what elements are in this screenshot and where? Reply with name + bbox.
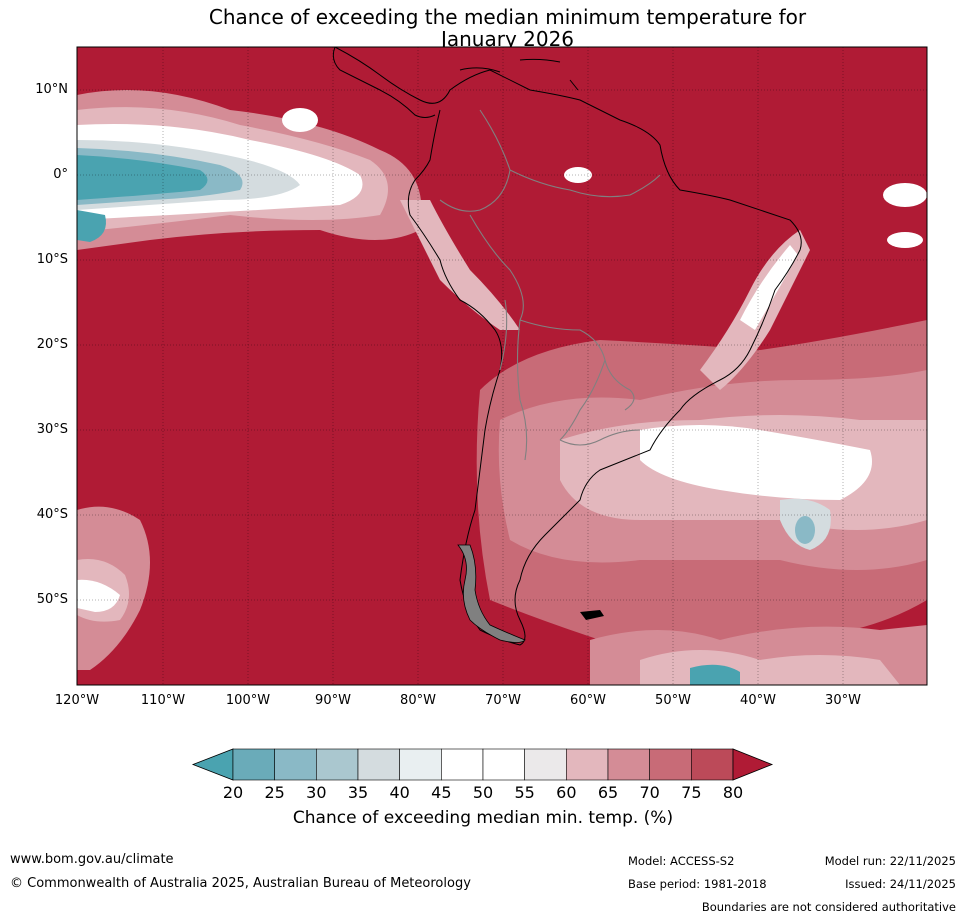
colorbar-tick-label: 70 [639,783,660,802]
shade-atlantic-white [640,425,872,500]
lon-label-100w: 100°W [225,693,271,708]
shade-south-atlantic-teal [690,664,740,685]
shade-equatorial-teal [77,155,208,200]
colorbar-extend-low [191,748,234,781]
colorbar [191,748,774,781]
lat-label-20s: 20°S [36,337,68,352]
lon-label-110w: 110°W [140,693,186,708]
footer-issued: Issued: 24/11/2025 [845,877,956,891]
colorbar-tick-label: 75 [681,783,702,802]
colorbar-tick-label: 40 [389,783,410,802]
colorbar-tick-label: 80 [722,783,744,802]
colorbar-segment [482,748,525,781]
graticule [77,47,927,685]
colorbar-segment [441,748,484,781]
footer-copyright: © Commonwealth of Australia 2025, Austra… [10,876,471,891]
shade-atlantic-teal-spot [795,516,815,544]
caribbean-islands [459,58,579,91]
falkland-islands [580,610,604,620]
colorbar-tick-label: 25 [264,783,285,802]
colorbar-tick-label: 45 [431,783,452,802]
colorbar-tick-label: 65 [597,783,619,802]
colorbar-tick-label: 35 [347,783,369,802]
shade-west-teal [77,210,106,242]
lon-label-60w: 60°W [570,693,606,708]
lon-label-70w: 70°W [485,693,521,708]
lat-label-50s: 50°S [36,592,68,607]
shade-east-atlantic-white-2 [887,232,923,248]
colorbar-segment [274,748,317,781]
probability-shading [77,90,927,685]
colorbar-segment [566,748,609,781]
lon-label-90w: 90°W [315,693,351,708]
colorbar-segment [316,748,359,781]
lon-label-50w: 50°W [655,693,691,708]
map-title-line-2: January 2026 [440,27,575,51]
colorbar-segment [691,748,734,781]
footer-website: www.bom.gov.au/climate [10,852,174,867]
footer-model: Model: ACCESS-S2 [628,854,735,868]
map-title-line-1: Chance of exceeding the median minimum t… [208,5,807,29]
colorbar-tick-label: 55 [514,783,535,802]
colorbar-tick-label: 60 [556,783,577,802]
shade-south-pacific-white [77,579,120,612]
lon-label-80w: 80°W [400,693,436,708]
shade-peru-coast [400,200,520,330]
chile-fjords [457,544,526,643]
shade-pacific-patch [282,108,318,132]
map-frame [76,46,928,686]
colorbar-segment [524,748,567,781]
colorbar-segment [399,748,442,781]
colorbar-tick-label: 30 [306,783,327,802]
lat-label-10s: 10°S [36,252,68,267]
lat-label-40s: 40°S [36,507,68,522]
footer-model-run: Model run: 22/11/2025 [824,854,956,868]
shade-east-atlantic-white [883,183,927,207]
lon-label-40w: 40°W [740,693,776,708]
colorbar-segment [649,748,692,781]
lat-label-0: 0° [53,167,68,182]
colorbar-tick-label: 50 [472,783,494,802]
country-borders [439,109,661,461]
south-america-coastline [334,47,802,646]
lat-label-30s: 30°S [36,422,68,437]
colorbar-segment [232,748,275,781]
shade-brazil-coast-white [740,245,798,330]
lon-label-30w: 30°W [825,693,861,708]
colorbar-segment [607,748,650,781]
lon-label-120w: 120°W [54,693,100,708]
colorbar-extend-high [732,748,774,781]
colorbar-segment [357,748,400,781]
colorbar-tick-label: 20 [222,783,244,802]
footer-base-period: Base period: 1981-2018 [628,877,767,891]
central-america-coastline [332,47,436,118]
lat-label-10n: 10°N [35,82,68,97]
footer-disclaimer: Boundaries are not considered authoritat… [701,900,956,914]
colorbar-label: Chance of exceeding median min. temp. (%… [292,808,674,828]
